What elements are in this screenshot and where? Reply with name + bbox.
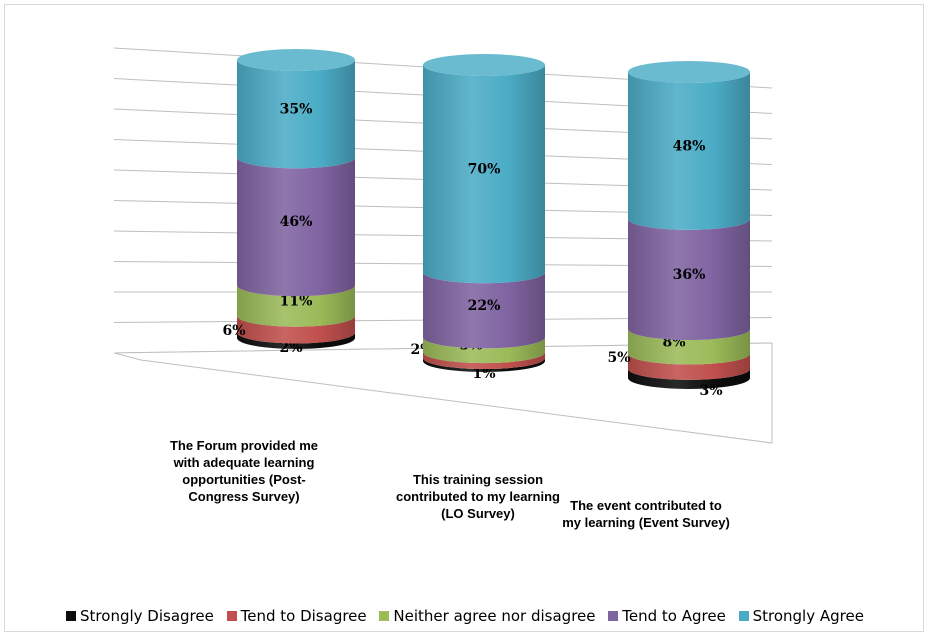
legend-label: Strongly Agree [753, 607, 864, 625]
data-label: 35% [280, 102, 313, 118]
data-label: 70% [468, 162, 501, 178]
data-label: 36% [673, 267, 706, 283]
legend-item-neither: Neither agree nor disagree [379, 607, 595, 625]
cylinder-top-cap [423, 54, 545, 76]
category-label-1: The Forum provided me with adequate lear… [144, 437, 344, 505]
legend-label: Strongly Disagree [80, 607, 214, 625]
data-label: 3% [699, 383, 722, 399]
legend-label: Tend to Agree [622, 607, 726, 625]
legend-swatch [379, 611, 389, 621]
data-label: 5% [607, 350, 630, 366]
data-label: 6% [222, 323, 245, 339]
legend-swatch [66, 611, 76, 621]
data-label: 48% [673, 138, 706, 154]
legend-item-tend-to-disagree: Tend to Disagree [227, 607, 367, 625]
legend-swatch [608, 611, 618, 621]
category-label-3: The event contributed to my learning (Ev… [546, 497, 746, 531]
legend-item-tend-to-agree: Tend to Agree [608, 607, 726, 625]
data-label: 46% [280, 214, 313, 230]
legend-item-strongly-disagree: Strongly Disagree [66, 607, 214, 625]
legend-label: Tend to Disagree [241, 607, 367, 625]
legend-swatch [739, 611, 749, 621]
legend-item-strongly-agree: Strongly Agree [739, 607, 864, 625]
data-label: 22% [468, 298, 501, 314]
cylinder-top-cap [237, 49, 355, 71]
legend-swatch [227, 611, 237, 621]
chart-legend: Strongly Disagree Tend to Disagree Neith… [0, 607, 930, 625]
cylinder-top-cap [628, 61, 750, 83]
legend-label: Neither agree nor disagree [393, 607, 595, 625]
